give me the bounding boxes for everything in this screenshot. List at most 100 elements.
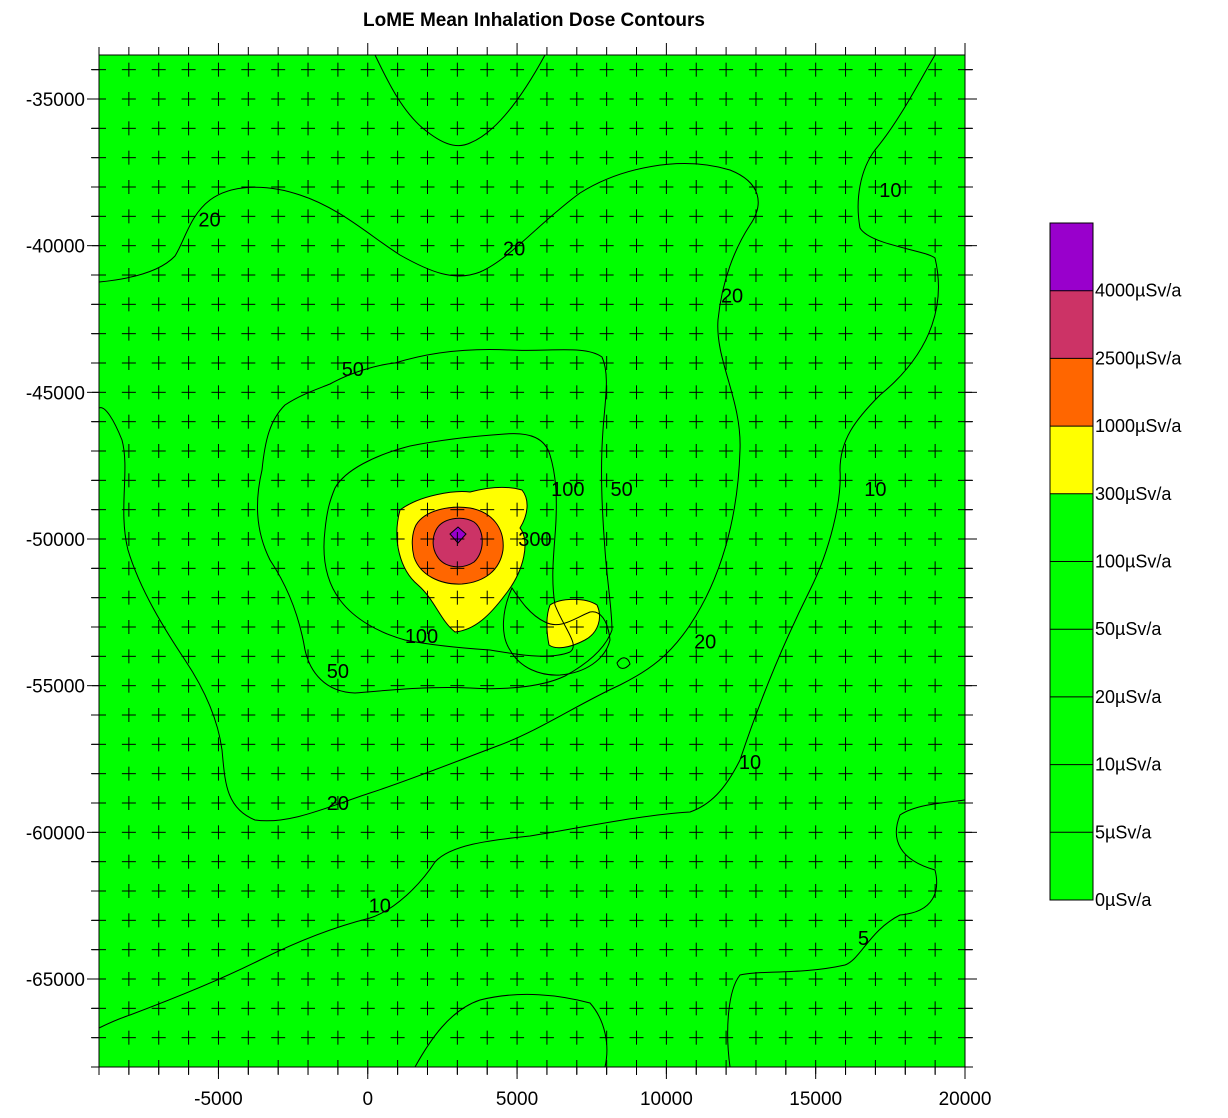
grid-marker (211, 854, 226, 869)
grid-marker (480, 532, 495, 546)
grid-marker (928, 972, 943, 986)
y-tick-label: -45000 (26, 383, 85, 404)
grid-marker (480, 444, 495, 458)
grid-marker (629, 766, 644, 781)
grid-marker (420, 884, 435, 898)
grid-marker (748, 678, 763, 693)
grid-marker (480, 678, 495, 693)
grid-marker (271, 884, 286, 898)
grid-marker (689, 942, 704, 957)
legend-label: 20µSv/a (1095, 687, 1162, 707)
grid-marker (510, 180, 525, 194)
grid-marker (808, 444, 823, 458)
grid-marker (599, 62, 614, 77)
grid-marker (121, 532, 136, 546)
grid-marker (211, 590, 226, 605)
y-tick-label: -35000 (26, 90, 85, 111)
grid-marker (868, 590, 883, 605)
grid-marker (928, 590, 943, 605)
grid-marker (719, 825, 734, 840)
grid-marker (241, 796, 256, 810)
grid-marker (510, 62, 525, 77)
grid-marker (420, 708, 435, 722)
grid-marker (510, 473, 525, 488)
grid-marker (599, 1001, 614, 1016)
grid-marker (569, 942, 584, 957)
grid-marker (659, 825, 674, 840)
grid-marker (539, 238, 554, 253)
grid-marker (121, 121, 136, 136)
grid-marker (480, 473, 495, 488)
grid-marker (898, 326, 913, 341)
grid-marker (778, 414, 793, 429)
grid-marker (629, 590, 644, 605)
grid-marker (510, 356, 525, 370)
grid-marker (181, 884, 196, 898)
grid-marker (689, 649, 704, 664)
grid-marker (450, 268, 465, 282)
grid-marker (599, 766, 614, 781)
grid-marker (151, 532, 166, 546)
grid-marker (778, 121, 793, 136)
grid-marker (748, 502, 763, 517)
grid-marker (659, 1030, 674, 1045)
grid-marker (659, 326, 674, 341)
grid-markers (92, 62, 972, 1074)
grid-marker (271, 854, 286, 869)
grid-marker (868, 913, 883, 928)
grid-marker (748, 297, 763, 312)
grid-marker (211, 1030, 226, 1045)
grid-marker (898, 502, 913, 517)
grid-marker (868, 825, 883, 840)
grid-marker (928, 796, 943, 810)
contour-line-5-se (727, 799, 966, 1068)
y-tick-label: -55000 (26, 677, 85, 698)
legend: 0µSv/a 5µSv/a 10µSv/a 20µSv/a 50µSv/a 100µSv/… (1049, 222, 1182, 910)
contour-label: 20 (503, 239, 525, 261)
grid-marker (480, 620, 495, 634)
grid-marker (121, 913, 136, 928)
grid-marker (510, 326, 525, 341)
grid-marker (898, 796, 913, 810)
grid-marker (181, 326, 196, 341)
grid-marker (629, 1001, 644, 1016)
grid-marker (748, 972, 763, 986)
grid-marker (271, 620, 286, 634)
grid-marker (330, 678, 345, 693)
grid-marker (510, 444, 525, 458)
grid-marker (450, 62, 465, 77)
grid-marker (838, 913, 853, 928)
legend-label: 50µSv/a (1095, 619, 1162, 639)
grid-marker (659, 737, 674, 752)
grid-marker (420, 238, 435, 253)
grid-marker (241, 942, 256, 957)
grid-marker (868, 561, 883, 576)
grid-marker (121, 238, 136, 253)
grid-marker (390, 942, 405, 957)
grid-marker (539, 297, 554, 312)
grid-marker (450, 649, 465, 664)
grid-marker (569, 180, 584, 194)
grid-marker (151, 473, 166, 488)
grid-marker (898, 620, 913, 634)
grid-marker (539, 356, 554, 370)
grid-marker (808, 708, 823, 722)
contour-line-20-west (98, 163, 759, 822)
legend-label: 4000µSv/a (1095, 281, 1182, 301)
grid-marker (390, 708, 405, 722)
grid-marker (838, 942, 853, 957)
grid-marker (301, 150, 316, 165)
grid-marker (928, 326, 943, 341)
grid-marker (928, 942, 943, 957)
grid-marker (330, 649, 345, 664)
grid-marker (539, 385, 554, 400)
grid-marker (181, 737, 196, 752)
grid-marker (748, 620, 763, 634)
grid-marker (510, 532, 525, 546)
grid-marker (360, 385, 375, 400)
grid-marker (211, 796, 226, 810)
grid-marker (211, 649, 226, 664)
legend-label: 300µSv/a (1095, 484, 1172, 504)
grid-marker (838, 884, 853, 898)
grid-marker (211, 737, 226, 752)
